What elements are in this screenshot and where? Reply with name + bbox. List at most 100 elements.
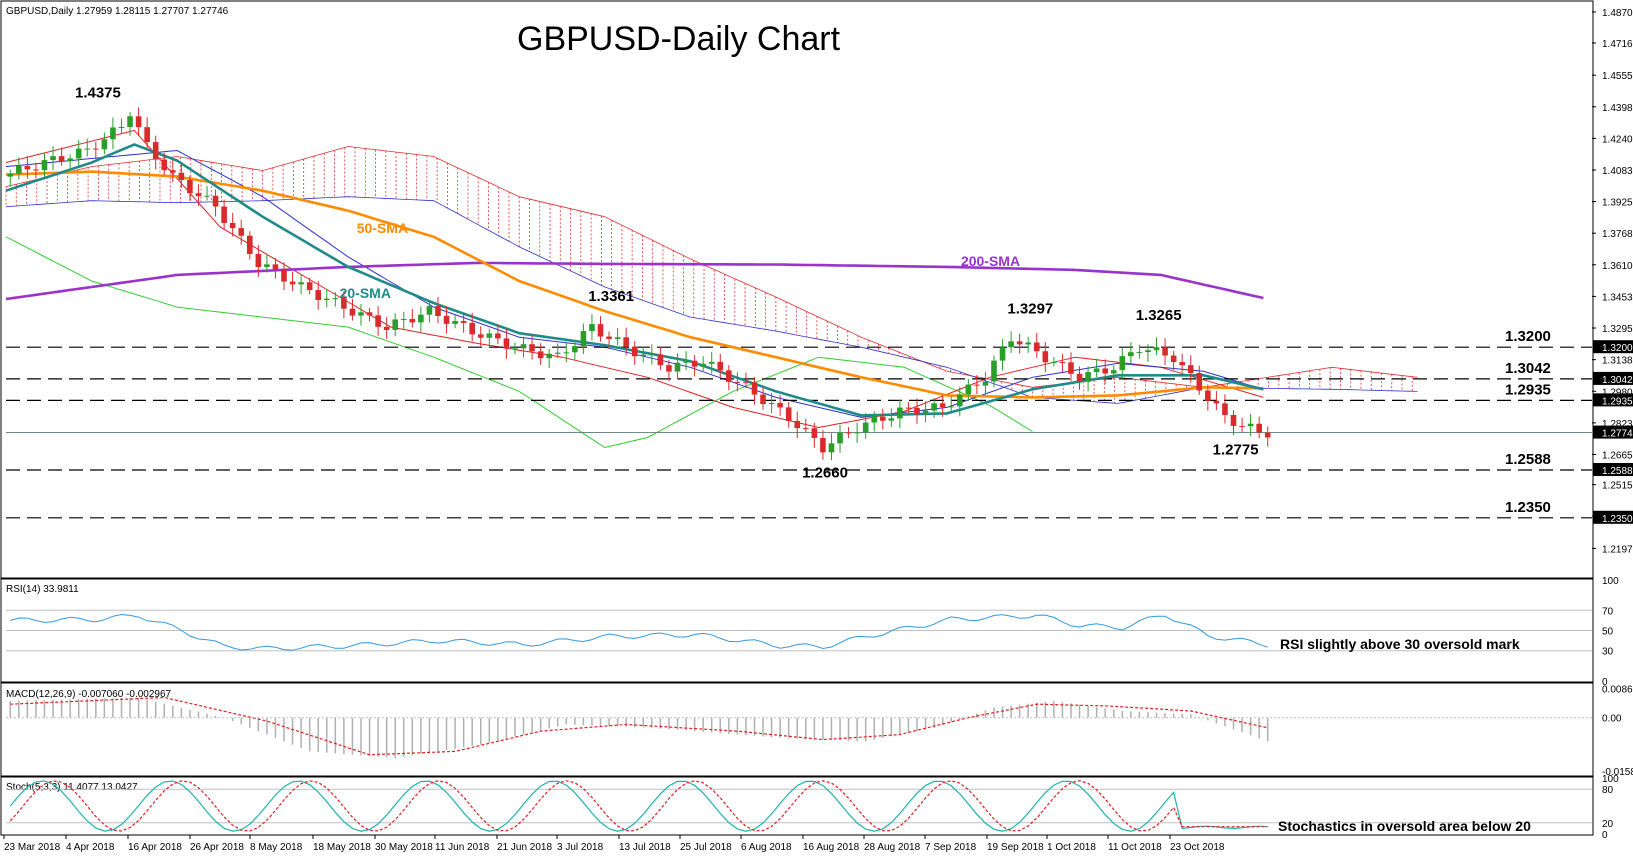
candle-body — [1051, 361, 1057, 363]
candle-body — [1119, 356, 1126, 371]
candle-body — [1170, 355, 1177, 363]
candle-body — [409, 319, 416, 323]
candle-body — [1179, 362, 1185, 366]
rsi-header: RSI(14) 33.9811 — [6, 584, 79, 595]
candle-body — [589, 324, 595, 332]
candle-body — [1016, 341, 1023, 345]
candle-body — [50, 156, 56, 161]
macd-panel: 0.008696 0.00 -0.015808 — [6, 684, 1633, 778]
date-tick-label: 13 Jul 2018 — [619, 842, 671, 853]
date-tick-label: 11 Jun 2018 — [435, 842, 490, 853]
candle-body — [546, 353, 552, 359]
candle-body — [221, 206, 227, 223]
date-tick-label: 3 Jul 2018 — [557, 842, 604, 853]
price-tick-label: 1.31380 — [1602, 356, 1633, 367]
price-tick-label: 1.42405 — [1602, 134, 1633, 145]
rsi-tick-label: 70 — [1602, 606, 1614, 617]
candle-body — [1128, 352, 1134, 357]
candle-body — [298, 282, 304, 285]
price-tick-label: 1.36105 — [1602, 261, 1633, 272]
rsi-tick-label: 100 — [1602, 576, 1619, 587]
date-tick-label: 8 May 2018 — [250, 842, 303, 853]
price-tag-box — [1593, 393, 1633, 407]
candle-body — [477, 334, 484, 338]
macd-tick-label: -0.015808 — [1602, 767, 1633, 778]
candle-body — [1264, 432, 1271, 438]
candle-body — [110, 127, 116, 140]
candle-body — [426, 306, 433, 315]
price-annotations: 1.4375 1.3361 1.3297 1.3265 1.2660 1.2775 — [75, 84, 1259, 481]
kijun-sen — [5, 149, 1264, 418]
candle-body — [597, 324, 604, 337]
candle-body — [785, 407, 792, 421]
candle-body — [332, 298, 339, 300]
candle-body — [144, 127, 150, 143]
candle-body — [272, 264, 279, 270]
candle-body — [837, 432, 843, 444]
candle-body — [238, 228, 245, 236]
sma-label: 50-SMA — [357, 220, 408, 236]
stoch-d-line — [9, 780, 1268, 832]
candle-body — [281, 269, 287, 282]
price-tag-box — [1593, 463, 1633, 477]
date-tick-label: 25 Jul 2018 — [680, 842, 732, 853]
level-label: 1.3042 — [1505, 360, 1551, 377]
date-tick-label: 21 Jun 2018 — [497, 842, 552, 853]
candle-body — [58, 156, 65, 162]
macd-signal-line — [10, 696, 1268, 756]
candle-body — [563, 352, 570, 354]
candle-body — [1068, 362, 1074, 374]
price-tick-label: 1.43980 — [1602, 103, 1633, 114]
macd-tick-label: 0.00 — [1602, 714, 1622, 725]
stoch-tick-label: 80 — [1602, 785, 1614, 796]
date-tick-label: 11 Oct 2018 — [1108, 842, 1162, 853]
candle-body — [580, 331, 587, 347]
candle-body — [486, 333, 493, 338]
price-tag-box — [1593, 371, 1633, 385]
date-tick-label: 16 Aug 2018 — [803, 842, 860, 853]
candle-body — [469, 322, 475, 335]
candle-body — [691, 360, 698, 367]
candle-body — [375, 315, 381, 327]
candle-body — [161, 159, 168, 171]
candle-body — [854, 432, 860, 434]
candle-body — [1059, 361, 1066, 363]
candle-body — [606, 336, 612, 340]
candle-body — [820, 437, 826, 453]
candle-body — [195, 193, 202, 197]
candle-body — [366, 312, 373, 316]
rsi-panel: 100 70 50 30 0 — [6, 576, 1619, 688]
candle-body — [683, 360, 689, 363]
candle-body — [674, 362, 681, 372]
candle-body — [1076, 373, 1083, 382]
stoch-note: Stochastics in oversold area below 20 — [1278, 818, 1531, 834]
panel-frames — [0, 0, 1594, 836]
price-tick-label: 1.29805 — [1602, 387, 1633, 398]
candle-body — [657, 354, 664, 366]
candle-body — [392, 319, 399, 330]
candle-body — [246, 235, 253, 254]
senkou-span-a — [5, 146, 1418, 388]
candle-body — [1085, 372, 1091, 382]
date-tick-label: 4 Apr 2018 — [66, 842, 115, 853]
candle-body — [931, 403, 937, 411]
candle-body — [888, 418, 895, 421]
candle-body — [229, 222, 236, 229]
ma-line-50-sma — [5, 170, 1264, 399]
candle-body — [1162, 347, 1168, 356]
price-tag-label: 1.27746 — [1602, 429, 1633, 440]
candle-body — [1145, 350, 1151, 353]
candle-body — [1239, 425, 1245, 427]
peak-label: 1.3265 — [1136, 307, 1182, 324]
candle-body — [1136, 352, 1143, 354]
candle-body — [828, 443, 835, 453]
candle-body — [383, 326, 390, 330]
candle-body — [212, 195, 219, 207]
candle-body — [529, 344, 535, 352]
date-tick-label: 30 May 2018 — [375, 842, 433, 853]
candle-body — [623, 337, 629, 347]
sma-label: 20-SMA — [340, 285, 391, 301]
candle-body — [554, 352, 561, 354]
candle-body — [914, 407, 920, 415]
